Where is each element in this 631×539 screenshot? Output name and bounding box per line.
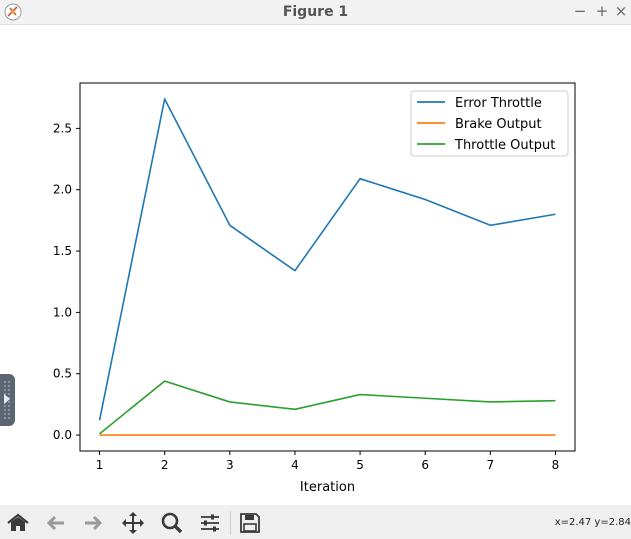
configure-subplots-icon[interactable] bbox=[197, 511, 223, 535]
y-tick-label: 0.5 bbox=[53, 367, 72, 381]
window-title: Figure 1 bbox=[282, 4, 349, 20]
y-tick-label: 0.0 bbox=[53, 428, 72, 442]
legend-label: Brake Output bbox=[455, 117, 542, 132]
forward-arrow-icon[interactable] bbox=[80, 511, 106, 535]
x-axis-label: Iteration bbox=[300, 480, 355, 495]
cursor-coordinates: x=2.47 y=2.84 bbox=[554, 517, 631, 528]
back-arrow-icon[interactable] bbox=[43, 511, 69, 535]
x-tick-label: 6 bbox=[421, 458, 429, 472]
line-chart: 1 2 3 4 5 6 7 8 0.0 0.5 1.0 1.5 2.0 2.5 Iteration Error… bbox=[53, 82, 576, 495]
toolbar-separator bbox=[230, 511, 231, 535]
y-tick-label: 2.0 bbox=[53, 183, 72, 197]
minimize-button[interactable]: − bbox=[573, 2, 587, 20]
x-tick-label: 3 bbox=[226, 458, 234, 472]
series-line-error-throttle bbox=[98, 98, 556, 421]
y-tick-label: 2.5 bbox=[53, 121, 72, 135]
x-tick-label: 5 bbox=[356, 458, 364, 472]
x-tick-label: 4 bbox=[291, 458, 299, 472]
pan-move-icon[interactable] bbox=[120, 511, 146, 535]
window-titlebar: Figure 1 − + × bbox=[0, 0, 631, 25]
maximize-button[interactable]: + bbox=[595, 2, 609, 20]
navigation-toolbar: x=2.47 y=2.84 bbox=[0, 505, 631, 539]
legend-box bbox=[410, 90, 569, 157]
app-icon bbox=[4, 3, 22, 21]
close-button[interactable]: × bbox=[614, 2, 628, 20]
figure-canvas[interactable]: 1 2 3 4 5 6 7 8 0.0 0.5 1.0 1.5 2.0 2.5 Iteration Error… bbox=[0, 25, 631, 505]
x-tick-label: 2 bbox=[161, 458, 169, 472]
x-tick-label: 8 bbox=[552, 458, 560, 472]
legend-label: Throttle Output bbox=[454, 138, 555, 153]
home-icon[interactable] bbox=[5, 511, 31, 535]
series-line-throttle-output bbox=[99, 380, 556, 435]
save-floppy-icon[interactable] bbox=[237, 511, 263, 535]
expand-arrow-icon bbox=[4, 394, 10, 404]
y-tick-label: 1.0 bbox=[53, 305, 72, 319]
x-tick-label: 1 bbox=[96, 458, 104, 472]
side-panel-handle[interactable] bbox=[0, 374, 15, 426]
y-tick-label: 1.5 bbox=[53, 244, 72, 258]
x-tick-label: 7 bbox=[487, 458, 495, 472]
legend-label: Error Throttle bbox=[455, 96, 542, 111]
zoom-magnifier-icon[interactable] bbox=[159, 511, 185, 535]
